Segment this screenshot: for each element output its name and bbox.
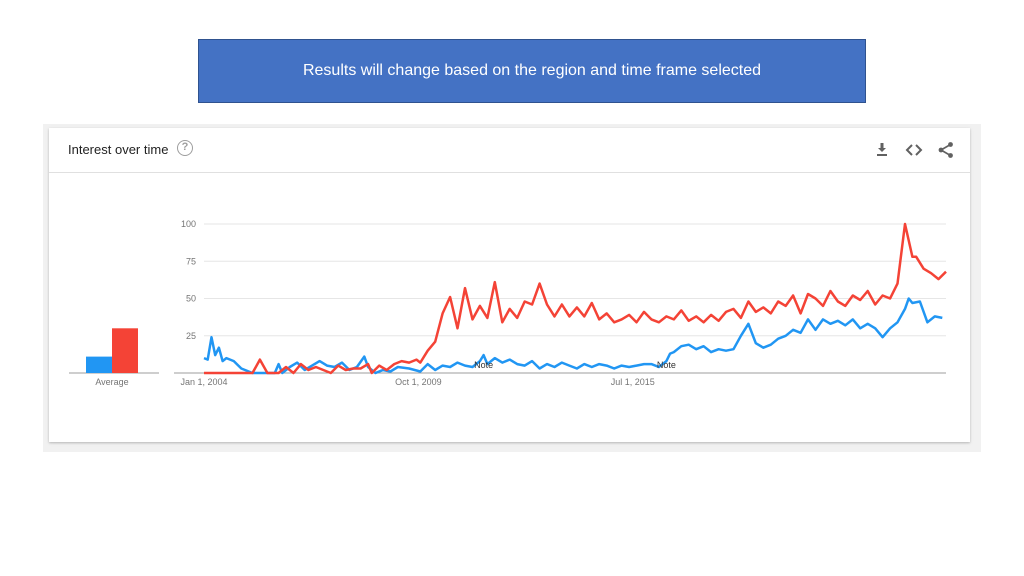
x-tick-label: Jul 1, 2015 xyxy=(611,377,655,387)
average-label: Average xyxy=(95,377,128,387)
card-title: Interest over time xyxy=(68,142,169,157)
share-icon[interactable] xyxy=(937,141,955,159)
y-tick-label: 25 xyxy=(186,331,196,341)
help-icon[interactable]: ? xyxy=(177,140,193,156)
interest-over-time-card: Interest over time ? 25 50 75 100 Jan 1, 200… xyxy=(49,128,970,442)
x-tick-label: Oct 1, 2009 xyxy=(395,377,442,387)
banner-text: Results will change based on the region … xyxy=(302,62,762,79)
card-header: Interest over time ? xyxy=(49,128,970,173)
average-bar xyxy=(86,356,112,373)
note-marker: Note xyxy=(474,360,493,370)
series-line-2 xyxy=(204,222,947,375)
download-icon[interactable] xyxy=(873,141,891,159)
x-tick-label: Jan 1, 2004 xyxy=(180,377,227,387)
series-line-1 xyxy=(203,297,943,375)
interest-chart: 25 50 75 100 Jan 1, 2004 Oct 1, 2009 Jul 1, 20… xyxy=(69,219,947,387)
info-banner: Results will change based on the region … xyxy=(198,39,866,103)
note-marker: Note xyxy=(657,360,676,370)
y-tick-label: 75 xyxy=(186,256,196,266)
y-tick-label: 50 xyxy=(186,294,196,304)
embed-icon[interactable] xyxy=(905,141,923,159)
y-tick-label: 100 xyxy=(181,219,196,229)
average-bar xyxy=(112,328,138,373)
